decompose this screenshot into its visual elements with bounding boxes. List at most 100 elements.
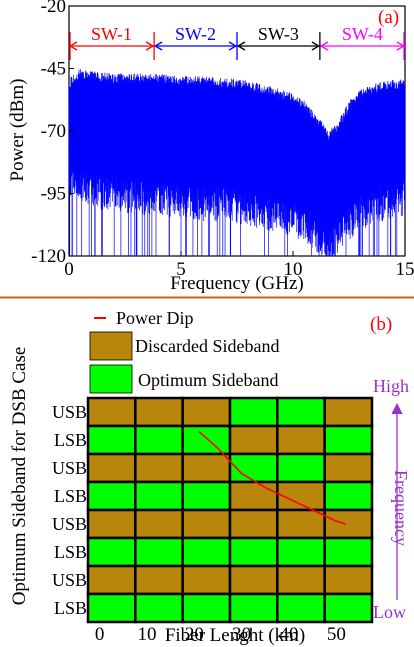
frequency-low-label: Low: [373, 602, 406, 622]
fiber-length-tick-label: 10: [138, 624, 157, 645]
spectrum-y-axis-label: Power (dBm): [7, 79, 28, 182]
switch-window-2: SW-2: [153, 24, 238, 51]
arrow-right-icon: [145, 41, 155, 51]
discarded-cell: [181, 452, 232, 484]
discarded-cell: [181, 564, 232, 596]
panel-a-label: (a): [378, 7, 399, 28]
power-dip-curve: [198, 431, 347, 525]
discarded-legend-swatch: [89, 331, 133, 361]
optimum-cell: [276, 592, 326, 624]
optimum-cell: [134, 424, 184, 456]
arrow-right-icon: [311, 41, 321, 51]
fiber-length-tick-label: 40: [280, 624, 299, 645]
x-tick-label: 0: [64, 259, 74, 280]
discarded-cell: [181, 508, 232, 540]
spectrum-axes: 0 5 10 15 -20 -45 -70 -95 -120: [31, 0, 414, 280]
fiber-length-tick-label: 30: [232, 624, 251, 645]
sideband-row-label: LSB: [54, 598, 87, 618]
optimum-cell: [181, 480, 232, 512]
optimum-cell: [228, 536, 279, 568]
discarded-cell: [86, 508, 137, 540]
sideband-legend: Power Dip Discarded Sideband Optimum Sideb…: [89, 308, 279, 394]
power-dip-curve-group: [198, 431, 347, 525]
panel-b-label: (b): [370, 314, 392, 335]
discarded-cell: [134, 396, 184, 428]
sideband-row-label: USB: [52, 402, 87, 422]
discarded-cell: [228, 424, 279, 456]
frequency-high-label: High: [373, 376, 409, 396]
x-tick-label: 5: [176, 259, 186, 280]
discarded-cell: [86, 396, 137, 428]
sideband-y-axis-label: Optimum Sideband for DSB Case: [9, 347, 30, 606]
discarded-cell: [134, 452, 184, 484]
discarded-cell: [323, 508, 374, 540]
switch-window-label: SW-3: [258, 24, 299, 44]
optimum-cell: [323, 536, 374, 568]
arrow-left-icon: [236, 41, 246, 51]
sideband-row-label: LSB: [54, 542, 87, 562]
fiber-length-tick-labels: 0 10 20 30 40 50: [95, 624, 346, 645]
switch-windows-group: SW-1 SW-2 SW-3 SW-4: [68, 24, 406, 60]
sideband-row-labels: USB LSB USB LSB USB LSB USB LSB: [52, 402, 87, 618]
y-tick-label: -95: [41, 184, 66, 205]
sideband-row-label: LSB: [54, 486, 87, 506]
optimum-cell: [86, 424, 137, 456]
arrow-right-icon: [228, 41, 238, 51]
x-tick-label: 10: [284, 259, 303, 280]
y-tick-label: -70: [41, 121, 66, 142]
spectrum-chart: SW-1 SW-2 SW-3 SW-4 0 5 10 15-20-45-70-95-120 …: [7, 0, 414, 294]
discarded-cell: [276, 564, 326, 596]
frequency-axis-label: Frequency: [391, 470, 411, 546]
optimum-cell: [323, 424, 374, 456]
optimum-cell: [181, 536, 232, 568]
fiber-length-tick-label: 20: [185, 624, 204, 645]
discarded-cell: [134, 564, 184, 596]
discarded-cell: [228, 564, 279, 596]
discarded-cell: [181, 396, 232, 428]
arrow-up-icon: [391, 402, 403, 415]
switch-window-3: SW-3: [236, 24, 321, 51]
optimum-cell: [276, 396, 326, 428]
optimum-cell: [323, 480, 374, 512]
discarded-cell: [323, 396, 374, 428]
optimum-cell: [323, 592, 374, 624]
power-dip-legend-label: Power Dip: [116, 308, 194, 328]
sideband-chart: (b) Power Dip Discarded Sideband Optimum S…: [9, 308, 411, 646]
discarded-cell: [323, 452, 374, 484]
optimum-cell: [181, 592, 232, 624]
optimum-cell: [228, 592, 279, 624]
y-tick-label: -45: [41, 59, 66, 80]
optimum-legend-label: Optimum Sideband: [138, 370, 279, 390]
optimum-legend-swatch: [89, 364, 133, 394]
switch-window-label: SW-1: [91, 24, 132, 44]
fiber-length-tick-label: 50: [327, 624, 346, 645]
discarded-cell: [276, 424, 326, 456]
optimum-cell: [86, 536, 137, 568]
discarded-cell: [86, 452, 137, 484]
arrow-left-icon: [153, 41, 163, 51]
spectrum-trace: [68, 69, 406, 256]
optimum-cell: [134, 592, 184, 624]
switch-window-label: SW-2: [175, 24, 216, 44]
optimum-cell: [276, 452, 326, 484]
discarded-cell: [86, 564, 137, 596]
sideband-grid: [86, 396, 374, 624]
discarded-cell: [323, 564, 374, 596]
optimum-cell: [86, 480, 137, 512]
frequency-side-axis: High Low Frequency: [373, 376, 411, 622]
y-tick-label: -20: [41, 0, 66, 17]
optimum-cell: [134, 536, 184, 568]
discarded-cell: [228, 508, 279, 540]
optimum-cell: [86, 592, 137, 624]
sideband-row-label: USB: [52, 514, 87, 534]
discarded-cell: [228, 480, 279, 512]
x-tick-label: 15: [396, 259, 414, 280]
switch-window-1: SW-1: [68, 24, 155, 51]
optimum-cell: [228, 396, 279, 428]
discarded-legend-label: Discarded Sideband: [135, 336, 279, 356]
optimum-cell: [276, 536, 326, 568]
switch-window-label: SW-4: [342, 24, 383, 44]
spectrum-x-axis-label: Frequency (GHz): [170, 273, 303, 294]
discarded-cell: [134, 508, 184, 540]
spectrum-trace-group: [68, 69, 406, 256]
